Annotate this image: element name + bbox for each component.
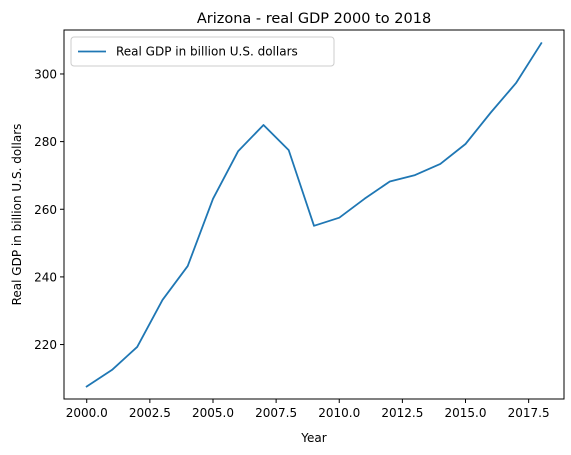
chart-title: Arizona - real GDP 2000 to 2018 <box>197 11 431 27</box>
x-axis-label: Year <box>300 431 326 445</box>
x-tick-label: 2005.0 <box>192 406 234 420</box>
y-axis-label: Real GDP in billion U.S. dollars <box>10 124 24 306</box>
y-tick-label: 240 <box>34 270 57 284</box>
x-axis: 2000.0 2002.5 2005.0 2007.5 2010.0 2012.5 2015… <box>66 399 550 420</box>
x-tick-label: 2007.5 <box>255 406 297 420</box>
series-line <box>85 41 543 388</box>
plot-area <box>63 29 565 400</box>
y-tick-label: 280 <box>34 135 57 149</box>
legend: Real GDP in billion U.S. dollars <box>70 36 335 67</box>
x-tick-label: 2010.0 <box>318 406 360 420</box>
x-tick-label: 2012.5 <box>381 406 423 420</box>
x-tick-label: 2002.5 <box>129 406 171 420</box>
plot-frame <box>63 29 565 400</box>
series-layer <box>85 41 543 388</box>
x-tick-label: 2017.5 <box>508 406 550 420</box>
y-tick-label: 260 <box>34 203 57 217</box>
x-tick-label: 2000.0 <box>66 406 108 420</box>
legend-label: Real GDP in billion U.S. dollars <box>116 45 298 59</box>
legend-box <box>70 36 335 67</box>
x-tick-label: 2015.0 <box>445 406 487 420</box>
y-tick-label: 300 <box>34 67 57 81</box>
y-axis: 220 240 260 280 300 <box>34 67 64 352</box>
y-tick-label: 220 <box>34 338 57 352</box>
